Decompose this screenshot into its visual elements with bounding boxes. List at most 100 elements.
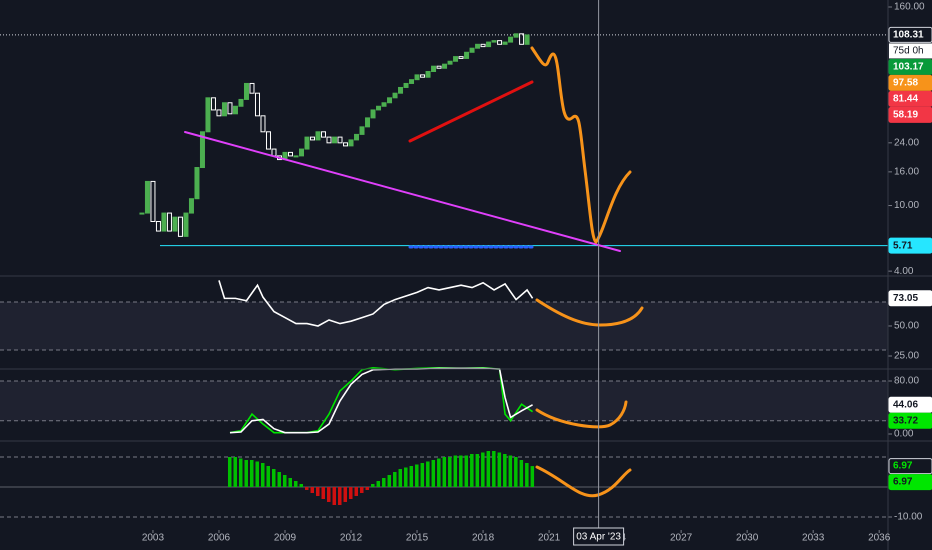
price-badge-label: 6.97: [893, 477, 913, 488]
candle: [321, 131, 327, 138]
candle: [464, 51, 470, 59]
histogram-bar: [519, 459, 524, 487]
trendline: [408, 80, 534, 143]
candle: [348, 139, 354, 147]
histogram-bar: [365, 486, 370, 490]
histogram-bar: [459, 455, 463, 487]
candle: [431, 65, 437, 72]
price-badge-label: 81.44: [893, 94, 918, 105]
candle: [238, 98, 244, 107]
candle: [458, 56, 464, 59]
candle: [161, 212, 167, 232]
price-badge: [888, 290, 932, 307]
histogram-bar: [437, 458, 441, 487]
histogram-bar: [288, 477, 292, 487]
x-tick-label: 2018: [472, 533, 495, 544]
histogram-bar: [420, 462, 425, 487]
candle: [177, 216, 183, 237]
candle: [216, 109, 222, 117]
candle: [403, 82, 409, 88]
histogram-bar: [382, 477, 386, 487]
candle: [139, 212, 145, 215]
trendline: [184, 131, 621, 252]
candle: [442, 63, 448, 69]
histogram-bar: [409, 465, 414, 487]
candle: [249, 82, 255, 94]
candle: [144, 180, 150, 214]
histogram-bar: [371, 483, 375, 487]
candle: [315, 131, 321, 141]
x-tick-label: 2006: [208, 533, 231, 544]
histogram-bar: [503, 453, 507, 487]
marks-layer: [139, 33, 888, 505]
histogram-bar: [316, 486, 320, 496]
projection: [535, 400, 628, 429]
candle: [166, 212, 172, 232]
y-tick-label: 25.00: [894, 351, 919, 362]
candle: [469, 47, 475, 53]
histogram-bar: [393, 471, 397, 487]
histogram-bar: [227, 456, 232, 487]
price-badge-label: 58.19: [893, 110, 918, 121]
histogram-bar: [404, 467, 408, 487]
histogram-bar: [387, 474, 392, 487]
candle: [387, 97, 393, 104]
crosshair-label: 03 Apr '23: [576, 532, 621, 543]
candle: [254, 92, 260, 117]
candle: [475, 43, 481, 49]
countdown-label: 75d 0h: [893, 46, 924, 57]
candle: [436, 65, 442, 69]
y-tick-label: 10.00: [894, 200, 919, 211]
histogram-bar: [310, 486, 315, 493]
candle: [299, 148, 305, 157]
price-badge: [888, 74, 932, 91]
candle: [513, 33, 519, 38]
candle: [508, 36, 514, 43]
shading-layer: [0, 34, 888, 518]
histogram-bar: [514, 456, 518, 487]
candle: [332, 136, 338, 144]
candle: [243, 82, 249, 100]
price-badge: [888, 396, 932, 413]
price-badge-label: 33.72: [893, 415, 918, 426]
y-tick-label: 80.00: [894, 376, 919, 387]
candle: [343, 142, 349, 147]
candle: [398, 86, 404, 94]
price-badge: [888, 412, 932, 429]
price-badge-label: 97.58: [893, 78, 918, 89]
histogram-bar: [486, 450, 491, 487]
histogram-bar: [260, 462, 265, 487]
candle: [199, 131, 205, 169]
drawings: [184, 46, 644, 498]
candle: [524, 34, 530, 45]
candle: [359, 126, 365, 135]
price-badge-label: 73.05: [893, 293, 918, 304]
price-badge: [888, 90, 932, 107]
candle: [304, 136, 310, 150]
candle: [326, 136, 332, 144]
x-tick-label: 2027: [670, 533, 693, 544]
price-badge-label: 103.17: [893, 62, 924, 73]
candle: [310, 136, 316, 141]
candle: [221, 102, 227, 117]
candle: [486, 41, 492, 48]
candle: [188, 198, 194, 214]
histogram-bar: [238, 458, 243, 487]
y-tick-label: -10.00: [894, 512, 923, 523]
candle: [370, 109, 376, 119]
y-tick-label: 160.00: [894, 2, 925, 13]
series-line: [229, 366, 534, 434]
histogram-bar: [332, 486, 337, 505]
y-tick-label: 50.00: [894, 321, 919, 332]
candle: [365, 117, 371, 128]
histogram-bar: [508, 455, 513, 487]
histogram-bar: [448, 456, 452, 487]
histogram-bar: [497, 452, 502, 487]
histogram-bar: [277, 471, 281, 487]
y-tick-label: 16.00: [894, 167, 919, 178]
price-badge: [888, 106, 932, 123]
histogram-bar: [354, 486, 359, 496]
price-badge: [888, 237, 932, 254]
